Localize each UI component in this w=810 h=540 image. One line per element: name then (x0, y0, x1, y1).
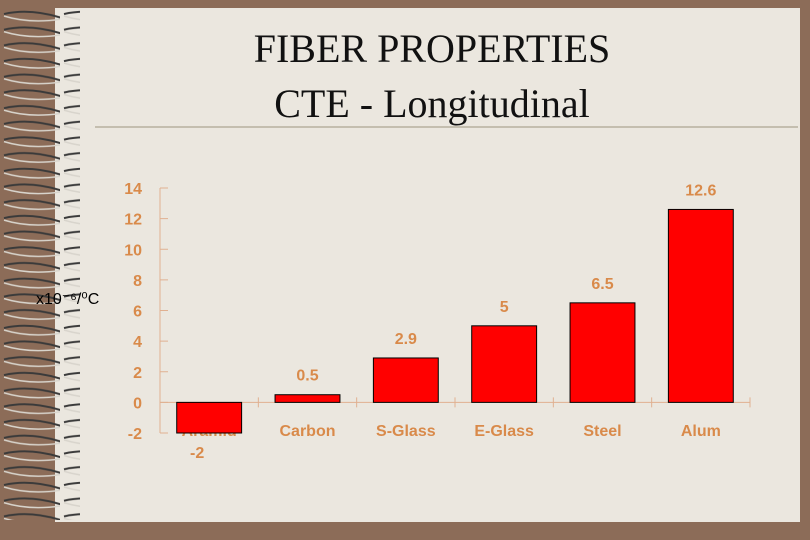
value-label: 12.6 (685, 182, 716, 199)
bar (372, 357, 439, 403)
bar (274, 394, 341, 403)
value-label: 2.9 (395, 331, 417, 348)
bar (176, 401, 243, 434)
y-tick-label: 6 (133, 304, 142, 321)
y-tick-label: -2 (128, 426, 142, 443)
x-tick-label: Alum (681, 423, 721, 440)
spiral-binding (0, 8, 80, 520)
x-tick-label: E-Glass (474, 423, 534, 440)
bar (569, 302, 636, 403)
bar (667, 208, 734, 403)
value-label: -2 (190, 445, 204, 462)
bar (471, 325, 538, 403)
y-tick-label: 14 (124, 181, 142, 198)
y-tick-label: 10 (124, 242, 142, 259)
y-tick-label: 12 (124, 212, 142, 229)
y-tick-label: 8 (133, 273, 142, 290)
subtitle: CTE - Longitudinal (274, 81, 590, 126)
value-label: 6.5 (591, 276, 613, 293)
x-tick-label: Steel (583, 423, 621, 440)
y-axis-label: x10⁻⁶/⁰C (36, 291, 99, 308)
y-tick-label: 0 (133, 395, 142, 412)
x-tick-label: S-Glass (376, 423, 436, 440)
value-label: 0.5 (296, 368, 318, 385)
y-tick-label: 4 (133, 334, 142, 351)
title: FIBER PROPERTIES (254, 26, 611, 71)
y-tick-label: 2 (133, 365, 142, 382)
value-label: 5 (500, 299, 509, 316)
x-tick-label: Carbon (280, 423, 336, 440)
